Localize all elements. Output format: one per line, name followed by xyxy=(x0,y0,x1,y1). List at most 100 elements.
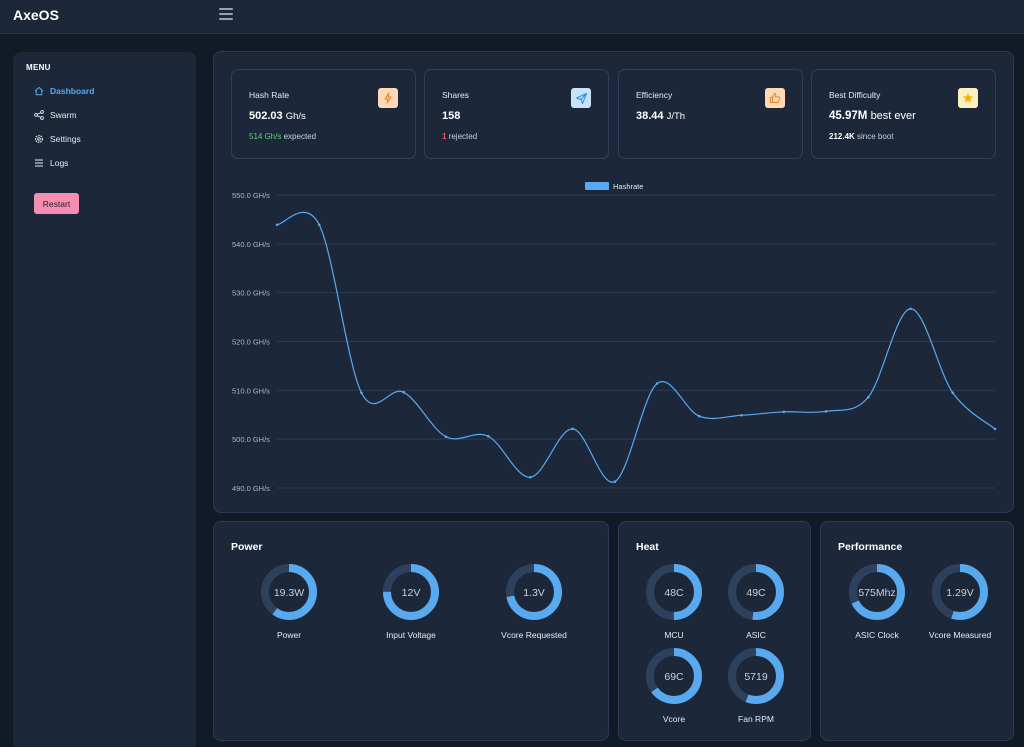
restart-button[interactable]: Restart xyxy=(34,193,79,214)
hash-rate-title: Hash Rate xyxy=(249,90,290,100)
hashrate-data-point[interactable] xyxy=(613,480,617,483)
gauge-ring: 48C xyxy=(646,564,702,620)
dashboard-panel: Hash Rate 502.03 Gh/s 514 Gh/s expected … xyxy=(213,51,1014,513)
efficiency-card: Efficiency 38.44 J/Th xyxy=(618,69,803,159)
gauge-ring: 575Mhz xyxy=(849,564,905,620)
shares-card: Shares 158 1 rejected xyxy=(424,69,609,159)
gauge-fill xyxy=(932,564,988,620)
hashrate-data-point[interactable] xyxy=(909,307,912,311)
gauge-label: Input Voltage xyxy=(386,630,436,640)
hashrate-data-point[interactable] xyxy=(529,475,532,479)
gauge-vcore-requested: 1.3V Vcore Requested xyxy=(489,562,579,640)
gauge-label: ASIC Clock xyxy=(855,630,899,640)
y-tick-label: 520.0 GH/s xyxy=(232,338,270,347)
gauge-label: Vcore Measured xyxy=(928,630,992,640)
hash-rate-card: Hash Rate 502.03 Gh/s 514 Gh/s expected xyxy=(231,69,416,159)
hashrate-data-point[interactable] xyxy=(402,390,406,394)
gauge-label: MCU xyxy=(664,630,684,640)
heat-card-title: Heat xyxy=(636,541,659,553)
best-difficulty-value: 45.97M best ever xyxy=(829,110,916,122)
best-difficulty-title: Best Difficulty xyxy=(829,90,881,100)
hashrate-data-point[interactable] xyxy=(782,410,786,414)
hashrate-data-point[interactable] xyxy=(317,223,321,227)
heat-card: Heat 48C MCU 49C ASIC 69C Vcore 5719 Fan RPM xyxy=(618,521,811,741)
hashrate-data-point[interactable] xyxy=(486,434,490,438)
gauge-ring: 19.3W xyxy=(261,564,317,620)
thumbs-up-icon xyxy=(765,88,785,108)
power-card: Power 19.3W Power 12V Input Voltage 1.3V Vcor… xyxy=(213,521,609,741)
hashrate-data-point[interactable] xyxy=(824,410,828,413)
gauge-mcu: 48C MCU xyxy=(629,562,719,640)
hashrate-data-point[interactable] xyxy=(655,382,659,385)
menu-toggle-icon[interactable] xyxy=(219,8,233,20)
hashrate-data-point[interactable] xyxy=(698,414,701,418)
shares-value: 158 xyxy=(442,110,461,122)
gauge-asic-clock: 575Mhz ASIC Clock xyxy=(832,562,922,640)
gauge-label: ASIC xyxy=(746,630,766,640)
sidebar-item-settings[interactable]: Settings xyxy=(34,131,81,147)
app-title[interactable]: AxeOS xyxy=(13,7,59,23)
sidebar-item-logs[interactable]: Logs xyxy=(34,155,68,171)
sidebar-item-swarm[interactable]: Swarm xyxy=(34,107,76,123)
gauge-value: 19.3W xyxy=(274,587,304,599)
hashrate-data-point[interactable] xyxy=(740,413,743,417)
sidebar-item-dashboard[interactable]: Dashboard xyxy=(34,83,94,99)
legend-label[interactable]: Hashrate xyxy=(613,182,643,191)
efficiency-value: 38.44 J/Th xyxy=(636,110,686,122)
hashrate-series-line xyxy=(276,211,996,483)
y-tick-label: 490.0 GH/s xyxy=(232,484,270,493)
legend-swatch[interactable] xyxy=(585,182,609,190)
gauge-ring: 69C xyxy=(646,648,702,704)
gauge-fill xyxy=(383,564,439,620)
sidebar-item-label: Dashboard xyxy=(50,86,95,96)
y-tick-label: 530.0 GH/s xyxy=(232,289,270,298)
gauge-fill xyxy=(849,564,905,620)
hashrate-data-point[interactable] xyxy=(571,427,574,431)
y-tick-label: 510.0 GH/s xyxy=(232,386,270,395)
gear-icon xyxy=(34,134,44,144)
gauge-fill xyxy=(506,564,562,620)
sidebar-item-label: Settings xyxy=(50,134,81,144)
sidebar-item-label: Logs xyxy=(50,158,69,168)
hash-rate-value: 502.03 Gh/s xyxy=(249,110,306,122)
best-difficulty-since-boot: 212.4K since boot xyxy=(829,132,894,141)
power-card-title: Power xyxy=(231,541,263,553)
gauge-value: 12V xyxy=(402,587,421,599)
gauge-ring: 1.29V xyxy=(932,564,988,620)
performance-card: Performance 575Mhz ASIC Clock 1.29V Vcore M… xyxy=(820,521,1014,741)
gauge-vcore: 69C Vcore xyxy=(629,646,719,724)
hashrate-chart-svg: 550.0 GH/s 540.0 GH/s 530.0 GH/s 520.0 GH/s… xyxy=(232,182,997,493)
menu-heading: MENU xyxy=(26,63,51,72)
hashrate-data-point[interactable] xyxy=(275,223,279,227)
gauge-label: Vcore Requested xyxy=(501,630,567,640)
gauge-ring: 1.3V xyxy=(506,564,562,620)
hashrate-data-point[interactable] xyxy=(444,435,448,439)
sidebar: MENU Dashboard Swarm Settings Logs Resta… xyxy=(13,52,196,747)
best-difficulty-card: Best Difficulty 45.97M best ever 212.4K … xyxy=(811,69,996,159)
gauge-ring: 12V xyxy=(383,564,439,620)
gauge-value: 575Mhz xyxy=(858,587,895,599)
gauge-label: Power xyxy=(276,630,302,640)
gauge-value: 49C xyxy=(746,587,766,599)
share-icon xyxy=(34,110,44,120)
sidebar-item-label: Swarm xyxy=(50,110,77,120)
send-icon xyxy=(571,88,591,108)
hashrate-data-point[interactable] xyxy=(951,391,955,395)
hashrate-data-point[interactable] xyxy=(360,391,363,395)
gauge-value: 69C xyxy=(664,671,684,683)
star-icon xyxy=(958,88,978,108)
gauge-value: 1.29V xyxy=(946,587,973,599)
gauge-vcore-measured: 1.29V Vcore Measured xyxy=(915,562,1005,640)
hashrate-data-point[interactable] xyxy=(993,427,997,431)
hashrate-data-point[interactable] xyxy=(866,395,870,399)
gauge-ring: 49C xyxy=(728,564,784,620)
shares-rejected: 1 rejected xyxy=(442,132,478,141)
gauge-input-voltage: 12V Input Voltage xyxy=(366,562,456,640)
performance-card-title: Performance xyxy=(838,541,903,553)
gauge-value: 1.3V xyxy=(523,587,545,599)
gauge-label: Vcore xyxy=(662,714,686,724)
gauge-fan-rpm: 5719 Fan RPM xyxy=(711,646,801,724)
home-icon xyxy=(34,86,44,96)
gauge-value: 5719 xyxy=(744,671,768,683)
gauge-fill xyxy=(728,648,784,704)
